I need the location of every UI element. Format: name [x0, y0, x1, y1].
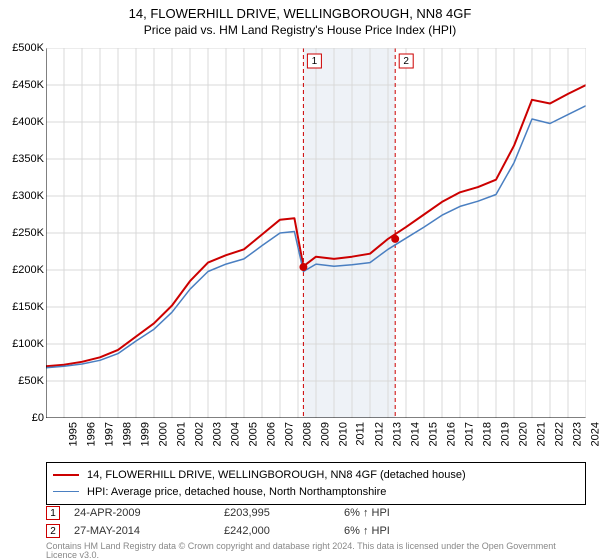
- event-delta: 6% ↑ HPI: [344, 507, 586, 519]
- x-tick-label: 2010: [337, 422, 349, 446]
- x-tick-label: 2009: [319, 422, 331, 446]
- x-tick-label: 2016: [445, 422, 457, 446]
- events-table: 1 24-APR-2009£203,9956% ↑ HPI 2 27-MAY-2014…: [46, 504, 586, 540]
- title-main: 14, FLOWERHILL DRIVE, WELLINGBOROUGH, NN…: [0, 6, 600, 23]
- legend-row: HPI: Average price, detached house, Nort…: [53, 484, 579, 501]
- y-tick-label: £250K: [4, 227, 44, 239]
- chart-svg: 12: [46, 48, 586, 418]
- y-tick-label: £450K: [4, 79, 44, 91]
- svg-text:1: 1: [312, 56, 318, 67]
- chart-plot-area: 12: [46, 48, 586, 418]
- x-tick-label: 1997: [103, 422, 115, 446]
- title-block: 14, FLOWERHILL DRIVE, WELLINGBOROUGH, NN…: [0, 0, 600, 38]
- x-tick-label: 2018: [481, 422, 493, 446]
- svg-text:2: 2: [403, 56, 409, 67]
- title-sub: Price paid vs. HM Land Registry's House …: [0, 23, 600, 39]
- event-row: 2 27-MAY-2014£242,0006% ↑ HPI: [46, 522, 586, 540]
- x-tick-label: 2023: [571, 422, 583, 446]
- x-tick-label: 2013: [391, 422, 403, 446]
- x-tick-label: 2021: [535, 422, 547, 446]
- x-tick-label: 2022: [553, 422, 565, 446]
- legend-row: 14, FLOWERHILL DRIVE, WELLINGBOROUGH, NN…: [53, 467, 579, 484]
- y-tick-label: £300K: [4, 190, 44, 202]
- x-tick-label: 2020: [517, 422, 529, 446]
- legend-label: HPI: Average price, detached house, Nort…: [87, 484, 386, 501]
- event-date: 27-MAY-2014: [74, 525, 224, 537]
- y-tick-label: £150K: [4, 301, 44, 313]
- x-tick-label: 2019: [499, 422, 511, 446]
- legend-label: 14, FLOWERHILL DRIVE, WELLINGBOROUGH, NN…: [87, 467, 466, 484]
- x-tick-label: 2008: [301, 422, 313, 446]
- y-tick-label: £0: [4, 412, 44, 424]
- y-tick-label: £200K: [4, 264, 44, 276]
- x-tick-label: 2007: [283, 422, 295, 446]
- x-tick-label: 2024: [589, 422, 600, 446]
- y-tick-label: £400K: [4, 116, 44, 128]
- event-price: £203,995: [224, 507, 344, 519]
- event-price: £242,000: [224, 525, 344, 537]
- x-tick-label: 2004: [229, 422, 241, 446]
- x-tick-label: 2002: [193, 422, 205, 446]
- x-tick-label: 2011: [355, 422, 367, 446]
- legend-swatch: [53, 474, 79, 476]
- chart-container: 14, FLOWERHILL DRIVE, WELLINGBOROUGH, NN…: [0, 0, 600, 560]
- x-tick-label: 2015: [427, 422, 439, 446]
- x-tick-label: 1995: [67, 422, 79, 446]
- y-tick-label: £500K: [4, 42, 44, 54]
- x-tick-label: 2006: [265, 422, 277, 446]
- legend-box: 14, FLOWERHILL DRIVE, WELLINGBOROUGH, NN…: [46, 462, 586, 505]
- x-tick-label: 2003: [211, 422, 223, 446]
- x-tick-label: 2005: [247, 422, 259, 446]
- y-tick-label: £100K: [4, 338, 44, 350]
- x-tick-label: 2000: [157, 422, 169, 446]
- legend-swatch: [53, 491, 79, 492]
- x-tick-label: 2001: [175, 422, 187, 446]
- y-tick-label: £350K: [4, 153, 44, 165]
- footnote: Contains HM Land Registry data © Crown c…: [46, 542, 586, 560]
- x-tick-label: 2012: [373, 422, 385, 446]
- x-tick-label: 1999: [139, 422, 151, 446]
- x-tick-label: 2014: [409, 422, 421, 446]
- event-date: 24-APR-2009: [74, 507, 224, 519]
- event-delta: 6% ↑ HPI: [344, 525, 586, 537]
- x-tick-label: 2017: [463, 422, 475, 446]
- x-tick-label: 1998: [121, 422, 133, 446]
- y-tick-label: £50K: [4, 375, 44, 387]
- event-marker: 1: [46, 506, 60, 520]
- event-marker: 2: [46, 524, 60, 538]
- x-tick-label: 1996: [85, 422, 97, 446]
- event-row: 1 24-APR-2009£203,9956% ↑ HPI: [46, 504, 586, 522]
